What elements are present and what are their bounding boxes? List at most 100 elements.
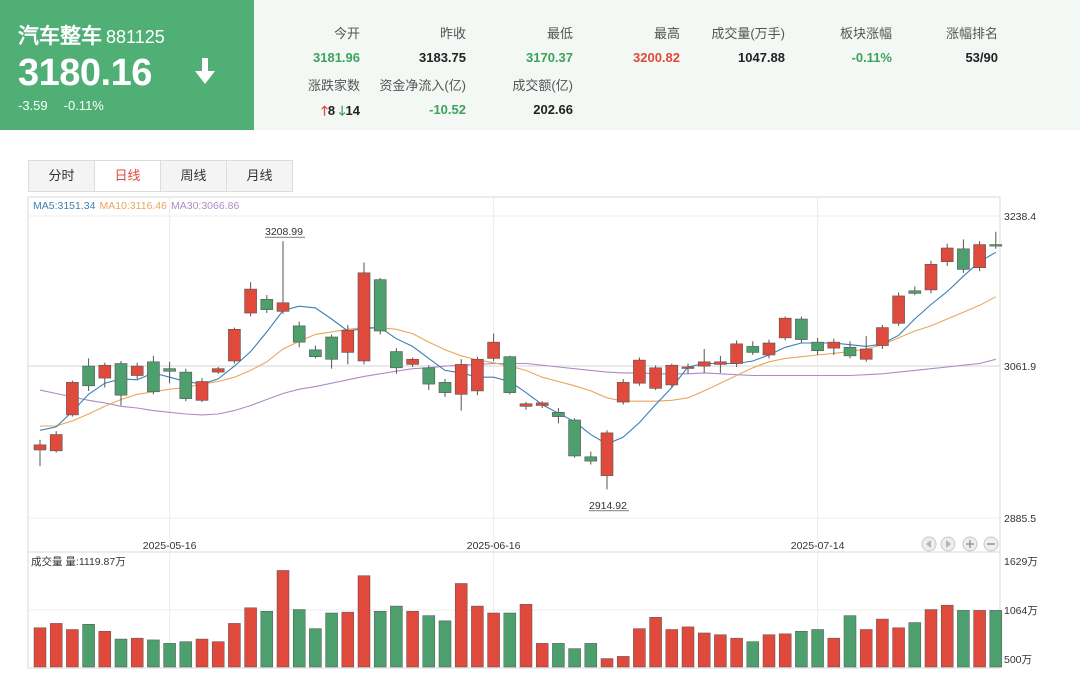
candle — [471, 356, 484, 396]
stat-prev-close-value: 3183.75 — [419, 50, 466, 65]
stat-prev-close-label: 昨收 — [439, 26, 466, 41]
down-count: 14 — [345, 103, 360, 118]
volume-axis: 1629万 1064万 500万 — [1004, 556, 1038, 666]
volume-bar — [260, 611, 274, 668]
candle — [33, 439, 47, 467]
stat-volume-label: 成交量(万手) — [711, 26, 785, 41]
volume-bar — [746, 641, 760, 668]
volume-bar — [341, 611, 355, 668]
volume-bar — [649, 617, 662, 668]
volume-bar — [940, 604, 954, 668]
stat-high-label: 最高 — [653, 26, 680, 41]
vertical-grid — [169, 197, 819, 668]
candle — [373, 277, 387, 335]
candle-body — [373, 279, 387, 332]
stat-rank: 涨幅排名 53/90 — [908, 23, 998, 65]
volume-tick-label: 500万 — [1004, 654, 1032, 666]
candle-body — [568, 419, 581, 457]
volume-bar — [195, 638, 209, 668]
candle-body — [82, 365, 95, 387]
candle-body — [357, 272, 371, 362]
volume-bar — [114, 638, 128, 668]
candle-body — [519, 403, 533, 407]
volume-bar — [163, 643, 176, 668]
candle — [633, 357, 646, 386]
volume-bar — [876, 618, 889, 668]
x-tick-label: 2025-06-16 — [467, 540, 521, 552]
sector-code: 881125 — [106, 27, 165, 47]
candle — [552, 408, 565, 424]
stat-volume-value: 1047.88 — [738, 50, 785, 65]
candle-body — [940, 247, 954, 262]
stat-open: 今开 3181.96 — [270, 23, 360, 65]
price-change: -3.59 -0.11% — [18, 98, 120, 113]
volume-bar — [325, 612, 338, 668]
sector-title: 汽车整车 881125 — [18, 20, 165, 50]
stat-net-flow: 资金净流入(亿) -10.52 — [376, 75, 466, 117]
candle-body — [811, 341, 824, 351]
change-value: -3.59 — [18, 98, 48, 113]
ma30-label: MA30:3066.86 — [171, 200, 239, 212]
down-arrow-icon — [192, 56, 218, 91]
candle — [390, 348, 403, 374]
volume-bar — [924, 609, 938, 668]
scroll-left-icon[interactable] — [921, 536, 937, 552]
zoom-controls — [921, 536, 999, 552]
candle-body — [276, 302, 290, 312]
volume-bar — [730, 637, 743, 668]
candle-body — [876, 327, 889, 346]
volume-bar — [778, 633, 792, 668]
candle — [681, 363, 695, 374]
candle-body — [147, 361, 160, 393]
candle — [309, 345, 322, 359]
candle-body — [827, 341, 841, 349]
candle-body — [973, 244, 986, 268]
candle-body — [778, 317, 792, 339]
chart-frame — [27, 196, 1001, 669]
volume-tick-label: 1064万 — [1004, 605, 1038, 617]
change-percent: -0.11% — [63, 98, 104, 113]
volume-bar — [616, 656, 630, 668]
volume-bar — [276, 570, 290, 668]
candle-body — [292, 325, 306, 343]
candle — [179, 368, 193, 402]
candle — [211, 366, 225, 374]
tab-monthly[interactable]: 月线 — [227, 161, 292, 191]
candle — [228, 327, 241, 364]
stat-turnover-value: 202.66 — [533, 102, 573, 117]
stat-low-label: 最低 — [546, 26, 573, 41]
zoom-in-icon[interactable] — [962, 536, 978, 552]
volume-bar — [519, 604, 533, 668]
stat-turnover: 成交额(亿) 202.66 — [483, 75, 573, 117]
candle — [892, 292, 905, 326]
zoom-out-icon[interactable] — [983, 536, 999, 552]
candle — [811, 337, 824, 355]
y-tick-label: 3061.9 — [1004, 361, 1036, 373]
tab-daily[interactable]: 日线 — [95, 161, 161, 191]
tab-weekly[interactable]: 周线 — [161, 161, 227, 191]
candle-body — [681, 366, 695, 369]
x-tick-label: 2025-07-14 — [791, 540, 845, 552]
candle — [98, 362, 112, 388]
candle — [535, 401, 549, 409]
candle — [519, 402, 533, 410]
volume-bar — [82, 624, 95, 668]
candle — [568, 418, 581, 458]
candle — [730, 340, 743, 367]
volume-bar — [147, 639, 160, 668]
candle — [973, 241, 986, 272]
candle — [130, 362, 144, 379]
stat-low-value: 3170.37 — [526, 50, 573, 65]
candle — [244, 282, 257, 317]
stat-sector-change-label: 板块涨幅 — [839, 26, 892, 41]
volume-bar — [357, 575, 371, 668]
candle-body — [438, 382, 452, 393]
scroll-right-icon[interactable] — [940, 536, 956, 552]
volume-bar — [228, 623, 241, 668]
candle — [584, 451, 598, 465]
tab-intraday[interactable]: 分时 — [29, 161, 95, 191]
candle-body — [422, 367, 436, 385]
stat-rank-label: 涨幅排名 — [945, 26, 998, 41]
candle-body — [795, 318, 808, 340]
